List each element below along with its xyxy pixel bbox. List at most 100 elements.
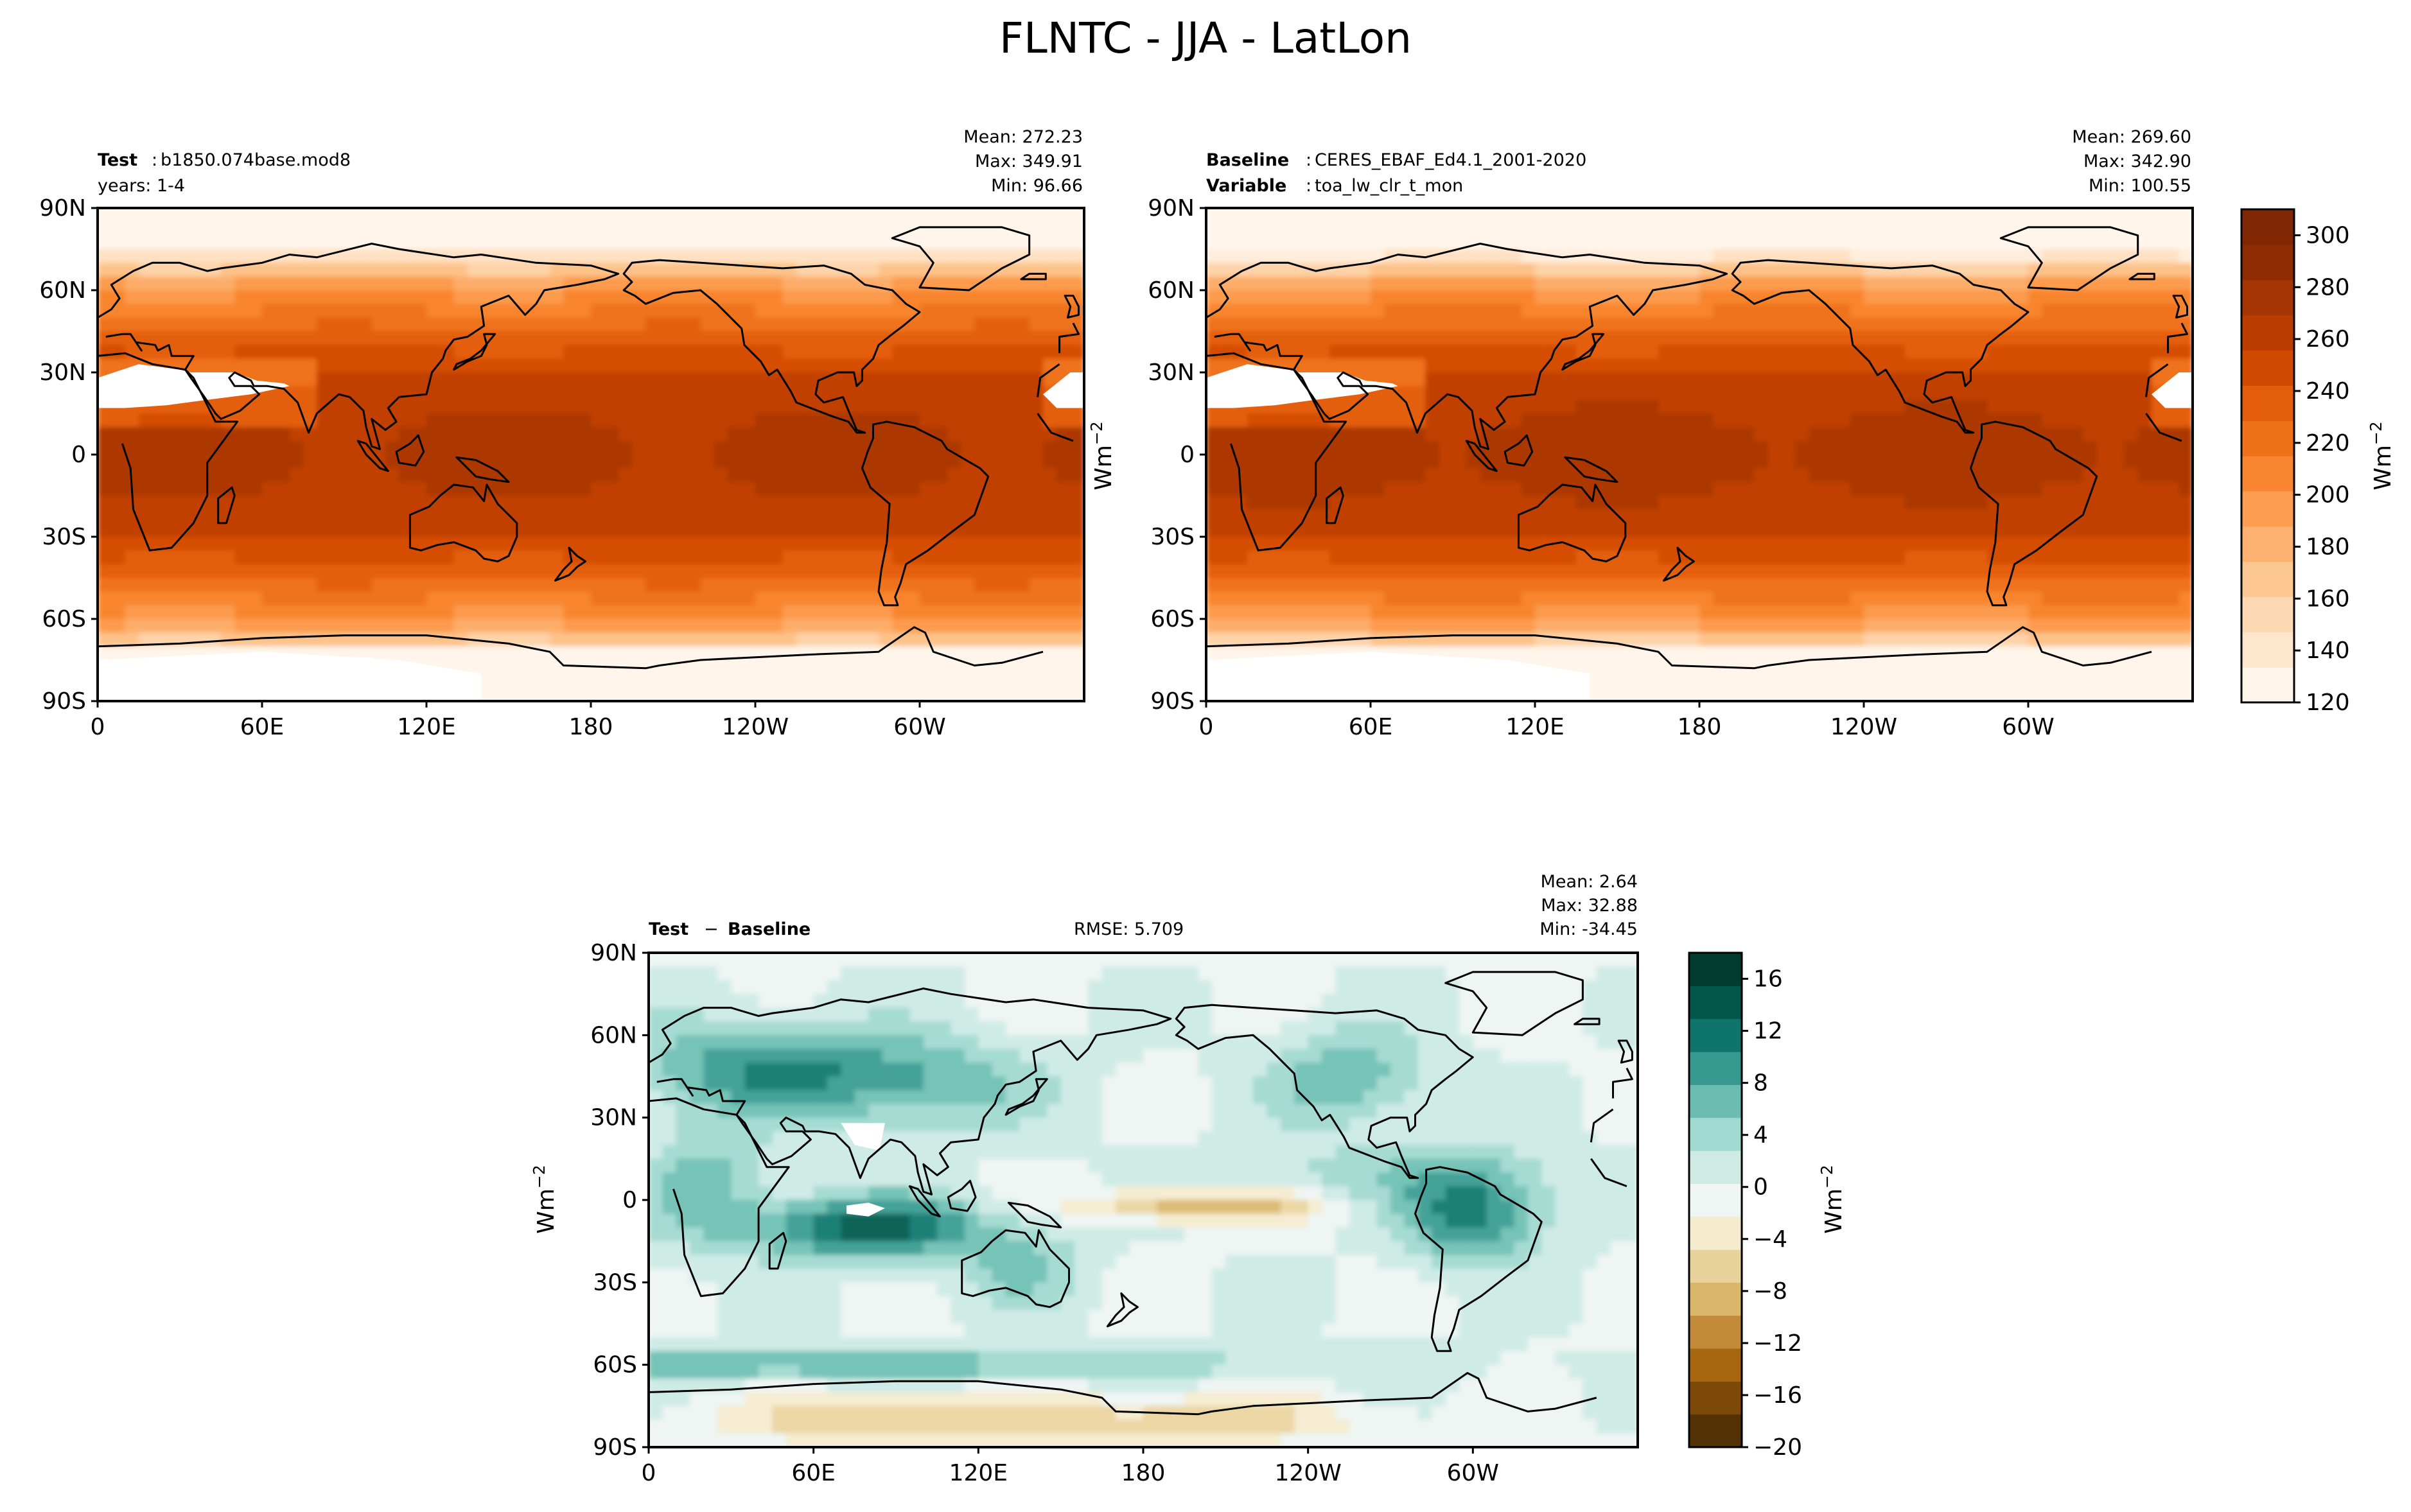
grid-cell (412, 235, 427, 250)
grid-cell (1247, 304, 1262, 318)
grid-cell (1056, 619, 1071, 634)
grid-cell (1782, 632, 1796, 647)
grid-cell (1453, 591, 1468, 606)
grid-cell (796, 222, 811, 236)
grid-cell (1918, 427, 1933, 442)
grid-cell (1973, 619, 1988, 634)
grid-cell (276, 427, 290, 442)
grid-cell (2083, 317, 2098, 332)
grid-cell (289, 509, 304, 524)
grid-cell (1398, 496, 1412, 510)
grid-cell (1782, 537, 1796, 552)
grid-cell (1891, 591, 1906, 606)
grid-cell (2042, 249, 2056, 264)
grid-cell (1480, 317, 1495, 332)
coastline-madagascar (217, 486, 236, 525)
grid-cell (769, 249, 784, 264)
grid-cell (1453, 619, 1468, 634)
grid-cell (2096, 468, 2111, 483)
grid-cell (495, 482, 509, 496)
grid-cell (577, 386, 592, 401)
grid-cell (1836, 208, 1851, 223)
grid-cell (920, 605, 934, 620)
grid-cell (180, 304, 195, 318)
grid-cell (823, 509, 838, 524)
grid-cell (262, 304, 277, 318)
grid-cell (207, 509, 222, 524)
grid-cell (1823, 235, 1837, 250)
grid-cell (234, 578, 249, 593)
grid-cell (1206, 263, 1221, 277)
grid-cell (947, 276, 961, 291)
grid-cell (591, 290, 606, 305)
grid-cell (1288, 605, 1303, 620)
grid-cell (2110, 550, 2125, 565)
grid-cell (1836, 358, 1851, 373)
grid-cell (1795, 509, 1810, 524)
grid-cell (1836, 345, 1851, 360)
grid-cell (1261, 276, 1276, 291)
grid-cell (2028, 386, 2043, 401)
grid-cell (234, 235, 249, 250)
grid-cell (221, 591, 236, 606)
grid-cell (1439, 304, 1453, 318)
grid-cell (673, 523, 688, 537)
grid-cell (823, 687, 838, 701)
grid-cell (1617, 619, 1632, 634)
grid-cell (1015, 440, 1030, 455)
grid-cell (1494, 537, 1509, 552)
grid-cell (1412, 440, 1426, 455)
grid-cell (974, 619, 989, 634)
grid-cell (1535, 564, 1550, 578)
grid-cell (563, 632, 578, 647)
grid-cell (1672, 619, 1687, 634)
grid-cell (1535, 468, 1550, 483)
grid-cell (1412, 455, 1426, 469)
grid-cell (111, 208, 126, 223)
grid-cell (1043, 605, 1058, 620)
grid-cell (700, 331, 715, 346)
grid-cell (399, 345, 414, 360)
grid-cell (1206, 208, 1221, 223)
grid-cell (1946, 249, 1961, 264)
grid-cell (2042, 399, 2056, 414)
grid-cell (1658, 605, 1673, 620)
grid-cell (632, 372, 647, 387)
grid-cell (234, 399, 249, 414)
grid-cell (933, 605, 948, 620)
grid-cell (577, 208, 592, 223)
grid-cell (782, 440, 797, 455)
grid-cell (276, 509, 290, 524)
grid-cell (1315, 249, 1330, 264)
grid-cell (1823, 331, 1837, 346)
grid-cell (453, 386, 468, 401)
grid-cell (1384, 331, 1399, 346)
grid-cell (2179, 358, 2193, 373)
grid-cell (1453, 482, 1468, 496)
grid-cell (2165, 550, 2180, 565)
grid-cell (2137, 496, 2152, 510)
grid-cell (1877, 399, 1892, 414)
grid-cell (522, 619, 537, 634)
grid-cell (468, 523, 482, 537)
grid-cell (1384, 523, 1399, 537)
lon-tick-label: 120E (397, 714, 455, 740)
grid-cell (728, 372, 742, 387)
grid-cell (1782, 550, 1796, 565)
grid-cell (358, 550, 373, 565)
grid-cell (1644, 578, 1659, 593)
grid-cell (550, 413, 565, 428)
grid-cell (864, 605, 879, 620)
grid-cell (864, 564, 879, 578)
grid-cell (1767, 276, 1782, 291)
grid-cell (1233, 249, 1248, 264)
grid-cell (892, 687, 907, 701)
grid-cell (933, 372, 948, 387)
grid-cell (509, 222, 523, 236)
grid-cell (810, 564, 825, 578)
grid-cell (700, 263, 715, 277)
lat-tick-label: 30S (42, 524, 86, 550)
grid-cell (426, 358, 441, 373)
grid-cell (906, 358, 920, 373)
grid-cell (481, 537, 496, 552)
